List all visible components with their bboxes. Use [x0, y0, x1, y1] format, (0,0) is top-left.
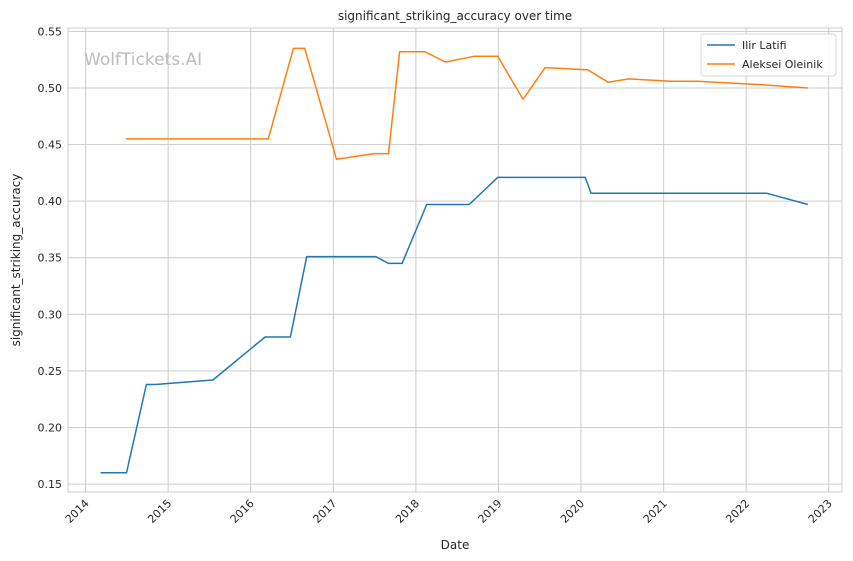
y-tick-labels: 0.15 0.20 0.25 0.30 0.35 0.40 0.45 0.50 0.55: [38, 25, 63, 491]
legend-label-aleksei-oleinik: Aleksei Oleinik: [742, 58, 823, 71]
y-tick-label: 0.15: [38, 478, 63, 491]
watermark-text: WolfTickets.AI: [84, 50, 202, 70]
plot-frame: [67, 27, 843, 493]
legend-label-ilir-latifi: Ilir Latifi: [742, 39, 787, 52]
y-tick-label: 0.35: [38, 252, 63, 265]
y-tick-label: 0.40: [38, 195, 63, 208]
y-tick-label: 0.20: [38, 421, 63, 434]
y-tick-label: 0.45: [38, 139, 63, 152]
series-lines: [100, 47, 809, 474]
grid: [68, 28, 842, 492]
y-tick-label: 0.50: [38, 82, 63, 95]
legend: Ilir Latifi Aleksei Oleinik: [700, 33, 837, 77]
y-axis-title: significant_striking_accuracy: [9, 174, 23, 347]
chart-title: significant_striking_accuracy over time: [338, 9, 572, 23]
y-tick-label: 0.55: [38, 25, 63, 38]
series-line-aleksei-oleinik: [125, 47, 808, 161]
x-tick-labels: 2014 2015 2016 2017 2018 2019 2020 2021 2022 2023: [63, 497, 835, 526]
y-tick-label: 0.25: [38, 365, 63, 378]
series-line-ilir-latifi: [100, 176, 809, 474]
x-axis-title: Date: [441, 538, 470, 552]
y-tick-label: 0.30: [38, 308, 63, 321]
